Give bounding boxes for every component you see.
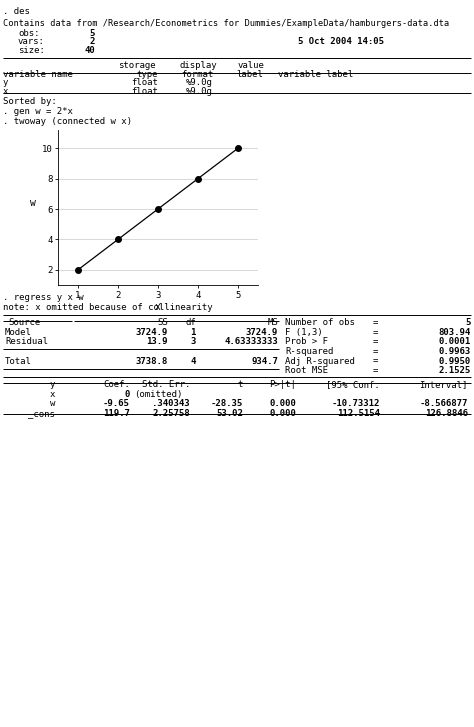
Text: 2.25758: 2.25758 [152, 409, 190, 418]
Text: 112.5154: 112.5154 [337, 409, 380, 418]
Text: 0.000: 0.000 [269, 409, 296, 418]
Text: 934.7: 934.7 [251, 356, 278, 366]
Text: =: = [373, 356, 378, 366]
Text: value: value [238, 62, 265, 71]
Text: variable name: variable name [3, 70, 73, 79]
Text: variable label: variable label [278, 70, 353, 79]
Text: 5 Oct 2004 14:05: 5 Oct 2004 14:05 [298, 38, 384, 47]
Text: 53.02: 53.02 [216, 409, 243, 418]
Text: note: x omitted because of collinearity: note: x omitted because of collinearity [3, 302, 213, 311]
Text: Root MSE: Root MSE [285, 366, 328, 375]
Text: -28.35: -28.35 [211, 400, 243, 409]
Text: 3724.9: 3724.9 [246, 328, 278, 337]
Text: 13.9: 13.9 [146, 337, 168, 347]
Text: format: format [181, 70, 213, 79]
Text: =: = [373, 347, 378, 356]
Text: -8.566877: -8.566877 [419, 400, 468, 409]
Text: display: display [180, 62, 218, 71]
Text: Contains data from /Research/Econometrics for Dummies/ExampleData/hamburgers-dat: Contains data from /Research/Econometric… [3, 18, 449, 28]
Text: 3: 3 [191, 337, 196, 347]
Text: SS: SS [157, 318, 168, 327]
Text: 0.9963: 0.9963 [439, 347, 471, 356]
Text: 0: 0 [125, 390, 130, 399]
Text: 4: 4 [191, 356, 196, 366]
Text: x: x [3, 87, 9, 97]
Text: 119.7: 119.7 [103, 409, 130, 418]
Text: . des: . des [3, 7, 30, 16]
Text: 5: 5 [90, 29, 95, 38]
Text: Coef.: Coef. [103, 380, 130, 389]
Text: Sorted by:: Sorted by: [3, 97, 57, 106]
Text: 803.94: 803.94 [439, 328, 471, 337]
Text: Prob > F: Prob > F [285, 337, 328, 347]
Text: =: = [373, 328, 378, 337]
Text: obs:: obs: [18, 29, 39, 38]
Text: %9.0g: %9.0g [186, 87, 213, 97]
Text: Number of obs: Number of obs [285, 318, 355, 327]
Text: label: label [236, 70, 263, 79]
Text: vars:: vars: [18, 38, 45, 47]
Text: 4.63333333: 4.63333333 [224, 337, 278, 347]
Y-axis label: w: w [30, 198, 36, 207]
Text: 0.0001: 0.0001 [439, 337, 471, 347]
Text: 2.1525: 2.1525 [439, 366, 471, 375]
Text: (omitted): (omitted) [134, 390, 182, 399]
Text: 2: 2 [90, 38, 95, 47]
Text: 5: 5 [465, 318, 471, 327]
Text: 3738.8: 3738.8 [136, 356, 168, 366]
Text: 0.9950: 0.9950 [439, 356, 471, 366]
Text: -10.73312: -10.73312 [332, 400, 380, 409]
Text: R-squared: R-squared [285, 347, 333, 356]
Text: =: = [373, 366, 378, 375]
Text: . regress y x w: . regress y x w [3, 293, 83, 302]
Text: . twoway (connected w x): . twoway (connected w x) [3, 116, 132, 126]
Text: P>|t|: P>|t| [269, 380, 296, 389]
X-axis label: x: x [155, 302, 161, 313]
Text: [95% Conf.: [95% Conf. [326, 380, 380, 389]
Text: Adj R-squared: Adj R-squared [285, 356, 355, 366]
Text: =: = [373, 337, 378, 347]
Text: float: float [131, 87, 158, 97]
Text: 3724.9: 3724.9 [136, 328, 168, 337]
Text: MS: MS [267, 318, 278, 327]
Text: Std. Err.: Std. Err. [142, 380, 190, 389]
Text: size:: size: [18, 46, 45, 55]
Text: float: float [131, 78, 158, 87]
Text: Interval]: Interval] [419, 380, 468, 389]
Text: %9.0g: %9.0g [186, 78, 213, 87]
Text: y: y [50, 380, 55, 389]
Text: _cons: _cons [28, 409, 55, 418]
Text: y: y [3, 78, 9, 87]
Text: .340343: .340343 [152, 400, 190, 409]
Text: df: df [185, 318, 196, 327]
Text: =: = [373, 318, 378, 327]
Text: Model: Model [5, 328, 32, 337]
Text: w: w [50, 400, 55, 409]
Text: x: x [50, 390, 55, 399]
Text: type: type [137, 70, 158, 79]
Text: 126.8846: 126.8846 [425, 409, 468, 418]
Text: storage: storage [118, 62, 155, 71]
Text: . gen w = 2*x: . gen w = 2*x [3, 107, 73, 116]
Text: t: t [237, 380, 243, 389]
Text: 0.000: 0.000 [269, 400, 296, 409]
Text: -9.65: -9.65 [103, 400, 130, 409]
Text: Residual: Residual [5, 337, 48, 347]
Text: 1: 1 [191, 328, 196, 337]
Text: Source: Source [8, 318, 40, 327]
Text: Total: Total [5, 356, 32, 366]
Text: 40: 40 [84, 46, 95, 55]
Text: F (1,3): F (1,3) [285, 328, 323, 337]
